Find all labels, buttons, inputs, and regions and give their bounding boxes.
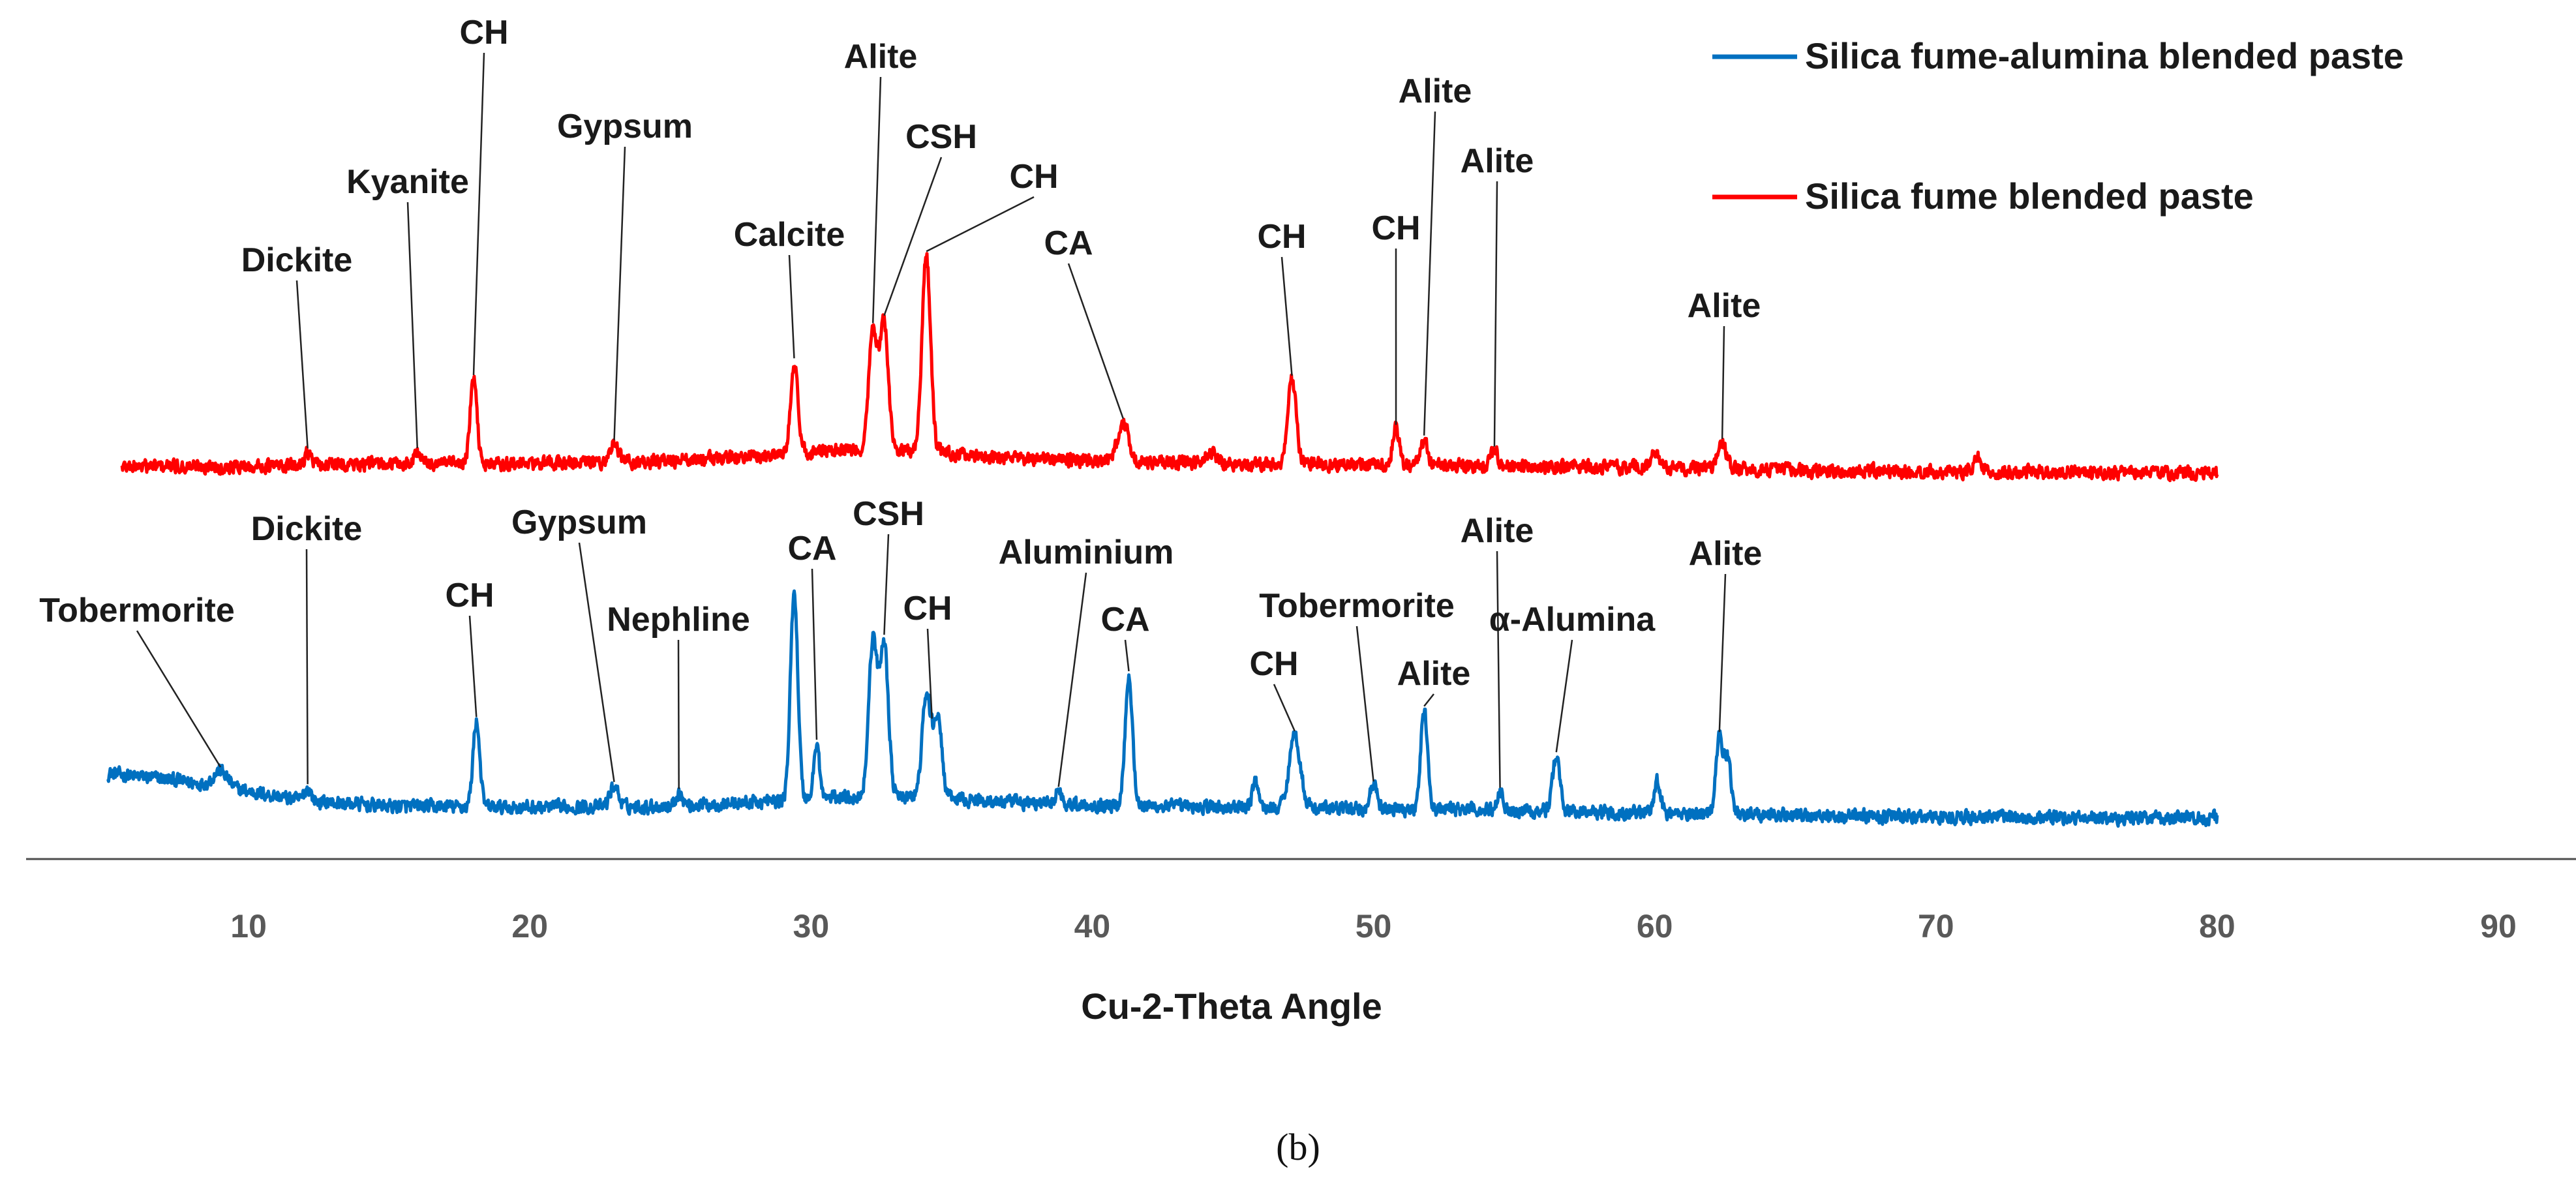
- figure-caption: (b): [1276, 1126, 1320, 1168]
- annotation-label: Alite: [1689, 535, 1763, 573]
- series-lines: [106, 252, 2219, 828]
- annotation-label: CA: [1100, 601, 1149, 639]
- annotation-leader: [1718, 573, 1727, 732]
- annotation-leader: [788, 254, 795, 359]
- annotation-label: Gypsum: [511, 504, 647, 541]
- x-tick-label: 80: [2199, 908, 2235, 944]
- annotation-label: Alite: [1461, 142, 1534, 180]
- x-tick-label: 90: [2480, 908, 2517, 944]
- annotation-label: CSH: [905, 118, 977, 156]
- annotation-label: Dickite: [251, 510, 363, 548]
- series-line-silica-fume-alumina: [106, 589, 2219, 828]
- annotation-label: Calcite: [734, 216, 845, 254]
- annotation-label: CSH: [853, 495, 924, 533]
- x-tick-label: 50: [1356, 908, 1392, 944]
- annotation-label: Nephline: [607, 601, 750, 639]
- x-tick-labels: 10 20 30 40 50 60 70 80 90: [230, 908, 2517, 944]
- annotation-leader: [1124, 639, 1130, 672]
- annotation-leader: [1273, 684, 1296, 732]
- legend-label: Silica fume-alumina blended paste: [1805, 35, 2404, 76]
- x-tick-label: 10: [230, 908, 267, 944]
- x-axis-title: Cu-2-Theta Angle: [1081, 986, 1382, 1027]
- annotation-leader: [883, 534, 890, 635]
- annotation-label: Alite: [1399, 72, 1472, 110]
- annotation-leader: [926, 196, 1035, 252]
- annotation-label: Tobermorite: [39, 592, 235, 629]
- annotation-label: Gypsum: [557, 108, 693, 145]
- annotation-label: Tobermorite: [1259, 587, 1455, 625]
- annotation-leader: [1356, 626, 1374, 782]
- annotation-leader: [1721, 325, 1725, 439]
- annotation-label: Alite: [1397, 655, 1471, 693]
- annotation-leader: [883, 157, 943, 316]
- annotation-leader: [871, 76, 882, 324]
- annotation-label: CH: [459, 14, 508, 52]
- annotation-leader: [613, 146, 626, 440]
- x-tick-label: 60: [1637, 908, 1673, 944]
- annotation-leader: [472, 52, 485, 376]
- legend-label: Silica fume blended paste: [1805, 175, 2254, 217]
- annotation-label: CH: [445, 577, 494, 614]
- x-tick-label: 30: [793, 908, 830, 944]
- annotation-leader: [136, 630, 222, 768]
- annotation-label: Alite: [1461, 512, 1534, 550]
- annotation-label: CH: [1249, 645, 1298, 683]
- annotation-leader: [677, 639, 680, 789]
- annotation-leader: [1496, 551, 1501, 788]
- annotation-leader: [1555, 639, 1573, 753]
- x-tick-label: 20: [511, 908, 548, 944]
- annotation-leader: [1423, 693, 1434, 707]
- annotation-label: CA: [1044, 224, 1093, 262]
- peak-annotations: Dickite Kyanite CH Gypsum Calcite Alite CSH CH C…: [39, 14, 1762, 789]
- annotation-label: Alite: [1688, 287, 1761, 325]
- annotation-leader: [305, 549, 309, 785]
- annotation-leader: [295, 280, 309, 449]
- annotation-label: Aluminium: [999, 534, 1174, 571]
- annotation-label: CH: [903, 590, 952, 627]
- annotation-leader: [1280, 256, 1293, 376]
- annotation-label: Kyanite: [346, 163, 469, 201]
- annotation-label: Alite: [844, 38, 918, 76]
- series-line-silica-fume: [120, 252, 2219, 483]
- annotation-label: α-Alumina: [1489, 601, 1656, 639]
- x-tick-label: 40: [1074, 908, 1111, 944]
- annotation-leader: [1067, 263, 1125, 419]
- x-tick-label: 70: [1918, 908, 1954, 944]
- annotation-leader: [926, 628, 933, 719]
- legend: Silica fume-alumina blended paste Silica …: [1712, 35, 2404, 217]
- annotation-leader: [1423, 111, 1436, 436]
- annotation-leader: [1057, 572, 1087, 787]
- annotation-label: CH: [1009, 158, 1058, 196]
- annotation-label: CA: [787, 530, 836, 567]
- annotation-leader: [406, 202, 419, 449]
- annotation-label: CH: [1371, 209, 1420, 247]
- annotation-leader: [468, 615, 477, 717]
- annotation-leader: [811, 568, 818, 740]
- annotation-leader: [578, 542, 615, 782]
- annotation-label: CH: [1257, 218, 1306, 256]
- annotation-leader: [1493, 181, 1498, 447]
- annotation-label: Dickite: [241, 241, 353, 279]
